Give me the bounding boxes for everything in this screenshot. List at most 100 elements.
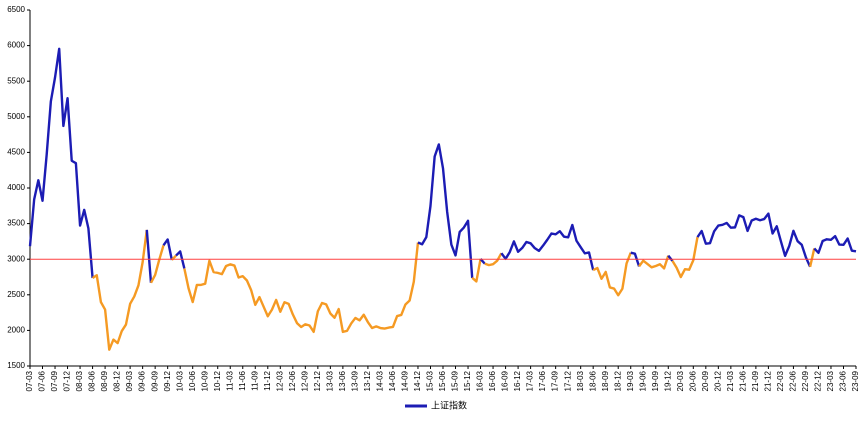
x-tick-label: 13-06 — [338, 370, 347, 391]
x-tick-label: 12-09 — [300, 370, 309, 391]
series-line — [28, 47, 94, 279]
y-tick-label: 5000 — [7, 112, 25, 121]
x-tick-label: 09-09 — [150, 370, 159, 391]
x-tick-label: 23-06 — [839, 370, 848, 391]
series-line — [145, 229, 153, 283]
x-tick-label: 08-12 — [113, 370, 122, 391]
x-tick-label: 10-06 — [188, 370, 197, 391]
x-tick-label: 09-03 — [125, 370, 134, 391]
x-tick-label: 14-09 — [401, 370, 410, 391]
x-tick-label: 18-12 — [613, 370, 622, 391]
x-tick-label: 21-09 — [751, 370, 760, 391]
x-tick-label: 13-12 — [363, 370, 372, 391]
x-tick-label: 17-03 — [526, 370, 535, 391]
series-line — [162, 238, 174, 261]
x-tick-label: 09-06 — [138, 370, 147, 391]
x-tick-label: 21-06 — [738, 370, 747, 391]
x-tick-label: 20-09 — [701, 370, 710, 391]
x-tick-label: 23-03 — [826, 370, 835, 391]
x-tick-label: 19-09 — [651, 370, 660, 391]
x-tick-label: 08-09 — [100, 370, 109, 391]
x-tick-label: 18-03 — [576, 370, 585, 391]
x-tick-label: 15-03 — [426, 370, 435, 391]
x-tick-label: 20-12 — [713, 370, 722, 391]
y-tick-label: 2500 — [7, 290, 25, 299]
y-tick-label: 4000 — [7, 183, 25, 192]
x-tick-label: 19-12 — [663, 370, 672, 391]
x-tick-label: 07-03 — [25, 370, 34, 391]
x-tick-label: 21-03 — [726, 370, 735, 391]
x-tick-label: 17-09 — [551, 370, 560, 391]
x-tick-label: 10-03 — [175, 370, 184, 391]
x-tick-label: 18-06 — [588, 370, 597, 391]
x-tick-label: 13-03 — [325, 370, 334, 391]
series-line — [667, 254, 674, 262]
y-tick-label: 3500 — [7, 219, 25, 228]
x-tick-label: 14-03 — [376, 370, 385, 391]
y-tick-label: 3000 — [7, 254, 25, 263]
x-tick-label: 12-06 — [288, 370, 297, 391]
x-tick-label: 14-06 — [388, 370, 397, 391]
x-tick-label: 16-12 — [513, 370, 522, 391]
x-tick-label: 22-09 — [801, 370, 810, 391]
legend-text: 上证指数 — [431, 399, 467, 410]
x-tick-label: 09-12 — [163, 370, 172, 391]
series-line — [592, 252, 632, 297]
x-tick-label: 08-06 — [88, 370, 97, 391]
x-tick-label: 13-09 — [351, 370, 360, 391]
y-tick-label: 4500 — [7, 148, 25, 157]
x-tick-label: 21-12 — [764, 370, 773, 391]
series-line — [671, 236, 699, 279]
series-line — [813, 234, 857, 255]
x-tick-label: 23-09 — [851, 370, 860, 391]
x-tick-label: 14-12 — [413, 370, 422, 391]
series-line — [808, 248, 816, 268]
x-tick-label: 20-03 — [676, 370, 685, 391]
x-tick-label: 16-03 — [476, 370, 485, 391]
series-line — [91, 229, 149, 351]
y-tick-label: 6000 — [7, 41, 25, 50]
x-tick-label: 19-06 — [638, 370, 647, 391]
x-tick-label: 22-03 — [776, 370, 785, 391]
x-tick-label: 15-12 — [463, 370, 472, 391]
series-line — [638, 255, 670, 270]
series-line — [500, 223, 595, 271]
x-tick-label: 16-09 — [501, 370, 510, 391]
x-tick-label: 11-06 — [238, 370, 247, 390]
series-line — [479, 258, 486, 265]
x-tick-label: 17-12 — [563, 370, 572, 391]
series-line — [417, 143, 474, 278]
x-tick-label: 11-09 — [250, 370, 259, 390]
x-tick-label: 08-03 — [75, 370, 84, 391]
x-tick-label: 07-12 — [63, 370, 72, 391]
x-tick-label: 07-06 — [38, 370, 47, 391]
x-tick-label: 19-03 — [626, 370, 635, 391]
y-tick-label: 5500 — [7, 76, 25, 85]
series-line — [149, 244, 165, 284]
series-line — [630, 251, 641, 267]
x-tick-label: 22-12 — [814, 370, 823, 391]
series-line — [484, 252, 503, 267]
y-tick-label: 2000 — [7, 326, 25, 335]
x-tick-label: 20-06 — [688, 370, 697, 391]
x-tick-label: 15-09 — [451, 370, 460, 391]
x-tick-label: 16-06 — [488, 370, 497, 391]
series-line — [471, 258, 482, 283]
x-tick-label: 11-03 — [225, 370, 234, 390]
x-tick-label: 12-03 — [275, 370, 284, 391]
y-tick-label: 1500 — [7, 361, 25, 370]
series-line — [175, 250, 186, 269]
x-tick-label: 12-12 — [313, 370, 322, 391]
x-tick-label: 17-06 — [538, 370, 547, 391]
x-tick-label: 10-09 — [200, 370, 209, 391]
series-line — [183, 242, 420, 334]
x-tick-label: 10-12 — [213, 370, 222, 391]
x-tick-label: 07-09 — [50, 370, 59, 391]
x-tick-label: 15-06 — [438, 370, 447, 391]
x-tick-label: 18-09 — [601, 370, 610, 391]
x-tick-label: 22-06 — [789, 370, 798, 391]
y-tick-label: 6500 — [7, 5, 25, 14]
x-tick-label: 11-12 — [263, 370, 272, 390]
series-line — [696, 212, 812, 268]
